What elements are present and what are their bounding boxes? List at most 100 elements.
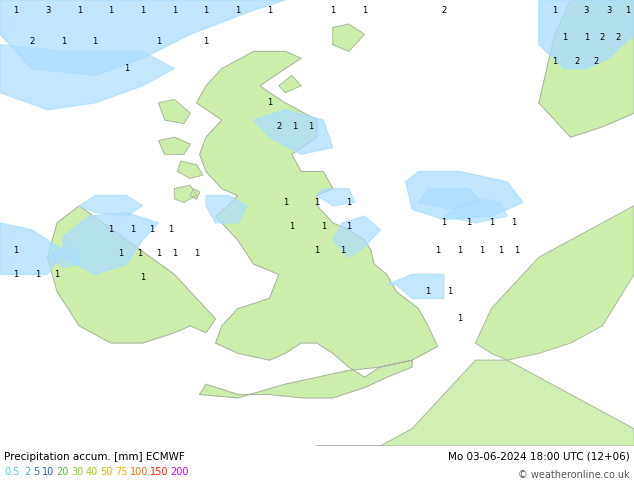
Text: 1: 1 xyxy=(93,37,98,46)
Text: 1: 1 xyxy=(137,249,142,258)
Text: 2: 2 xyxy=(574,57,579,66)
Text: 1: 1 xyxy=(330,6,335,15)
Text: 2: 2 xyxy=(441,6,446,15)
Text: 1: 1 xyxy=(441,219,446,227)
Text: 1: 1 xyxy=(425,287,430,296)
Polygon shape xyxy=(444,199,507,223)
Text: 2: 2 xyxy=(24,467,30,477)
Text: 1: 1 xyxy=(552,6,557,15)
Text: 1: 1 xyxy=(457,315,462,323)
Text: 1: 1 xyxy=(61,37,66,46)
Polygon shape xyxy=(254,110,333,154)
Text: 1: 1 xyxy=(124,64,129,73)
Text: 1: 1 xyxy=(308,122,313,131)
Polygon shape xyxy=(197,51,437,398)
Text: 1: 1 xyxy=(267,98,272,107)
Text: 1: 1 xyxy=(204,37,209,46)
Polygon shape xyxy=(406,172,523,220)
Polygon shape xyxy=(317,189,355,206)
Polygon shape xyxy=(0,0,285,75)
Text: 1: 1 xyxy=(479,246,484,255)
Text: 20: 20 xyxy=(56,467,69,477)
Polygon shape xyxy=(476,206,634,360)
Polygon shape xyxy=(48,247,79,268)
Text: 1: 1 xyxy=(140,273,145,282)
Text: 3: 3 xyxy=(584,6,589,15)
Text: 1: 1 xyxy=(314,246,320,255)
Polygon shape xyxy=(0,223,63,274)
Polygon shape xyxy=(387,274,444,298)
Text: 3: 3 xyxy=(606,6,611,15)
Text: 1: 1 xyxy=(346,198,351,207)
Text: 1: 1 xyxy=(36,270,41,279)
Text: Precipitation accum. [mm] ECMWF: Precipitation accum. [mm] ECMWF xyxy=(4,452,184,462)
Text: 1: 1 xyxy=(562,33,567,42)
Text: 1: 1 xyxy=(267,6,272,15)
Text: 1: 1 xyxy=(156,249,161,258)
Text: 1: 1 xyxy=(77,6,82,15)
Text: 1: 1 xyxy=(131,225,136,234)
Polygon shape xyxy=(190,189,200,199)
Text: 10: 10 xyxy=(42,467,55,477)
Text: Mo 03-06-2024 18:00 UTC (12+06): Mo 03-06-2024 18:00 UTC (12+06) xyxy=(448,452,630,462)
Text: 1: 1 xyxy=(292,122,297,131)
Text: 1: 1 xyxy=(340,246,345,255)
Text: 75: 75 xyxy=(115,467,127,477)
Polygon shape xyxy=(206,196,247,223)
Text: 1: 1 xyxy=(514,246,519,255)
Text: 1: 1 xyxy=(283,198,288,207)
Text: 2: 2 xyxy=(616,33,621,42)
Text: 40: 40 xyxy=(86,467,98,477)
Text: 1: 1 xyxy=(194,249,199,258)
Polygon shape xyxy=(333,216,380,257)
Polygon shape xyxy=(0,45,174,110)
Text: 1: 1 xyxy=(346,222,351,231)
Text: 1: 1 xyxy=(108,6,113,15)
Text: 1: 1 xyxy=(498,246,503,255)
Polygon shape xyxy=(317,360,634,446)
Polygon shape xyxy=(174,185,197,202)
Text: 1: 1 xyxy=(489,219,494,227)
Polygon shape xyxy=(418,189,482,209)
Text: 1: 1 xyxy=(140,6,145,15)
Text: 1: 1 xyxy=(150,225,155,234)
Text: 100: 100 xyxy=(129,467,148,477)
Text: 1: 1 xyxy=(321,222,326,231)
Text: 1: 1 xyxy=(435,246,440,255)
Text: 30: 30 xyxy=(71,467,84,477)
Text: 2: 2 xyxy=(276,122,281,131)
Text: 1: 1 xyxy=(235,6,240,15)
Polygon shape xyxy=(63,213,158,274)
Text: 1: 1 xyxy=(13,270,18,279)
Text: 1: 1 xyxy=(457,246,462,255)
Text: 1: 1 xyxy=(467,219,472,227)
Text: 50: 50 xyxy=(100,467,113,477)
Polygon shape xyxy=(48,206,216,343)
Text: 1: 1 xyxy=(172,249,177,258)
Text: 5: 5 xyxy=(33,467,39,477)
Polygon shape xyxy=(539,0,634,137)
Text: 2: 2 xyxy=(600,33,605,42)
Polygon shape xyxy=(79,196,143,216)
Text: 1: 1 xyxy=(108,225,113,234)
Polygon shape xyxy=(178,161,203,178)
Text: 1: 1 xyxy=(169,225,174,234)
Text: 3: 3 xyxy=(45,6,50,15)
Polygon shape xyxy=(333,24,365,51)
Text: 1: 1 xyxy=(156,37,161,46)
Text: 1: 1 xyxy=(448,287,453,296)
Text: © weatheronline.co.uk: © weatheronline.co.uk xyxy=(519,470,630,480)
Text: 1: 1 xyxy=(625,6,630,15)
Polygon shape xyxy=(158,137,190,154)
Text: 1: 1 xyxy=(314,198,320,207)
Text: 1: 1 xyxy=(552,57,557,66)
Polygon shape xyxy=(539,0,634,69)
Text: 1: 1 xyxy=(172,6,177,15)
Text: 1: 1 xyxy=(204,6,209,15)
Text: 1: 1 xyxy=(13,6,18,15)
Polygon shape xyxy=(279,75,301,93)
Text: 1: 1 xyxy=(362,6,367,15)
Text: 2: 2 xyxy=(29,37,34,46)
Text: 1: 1 xyxy=(584,33,589,42)
Polygon shape xyxy=(158,99,190,123)
